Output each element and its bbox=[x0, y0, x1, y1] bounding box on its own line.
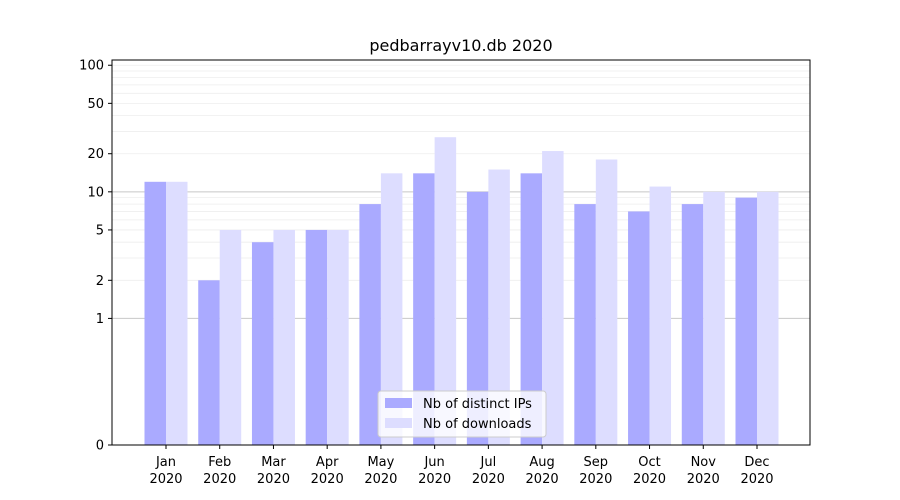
bar-distinct-ips bbox=[574, 204, 596, 445]
y-tick-label: 1 bbox=[96, 312, 104, 327]
x-tick-label-month: Feb bbox=[208, 455, 231, 470]
bar-downloads bbox=[542, 151, 564, 445]
plot-frame bbox=[111, 59, 811, 446]
x-tick-label-year: 2020 bbox=[364, 472, 397, 487]
bar-distinct-ips bbox=[735, 197, 757, 445]
x-tick-label-month: Aug bbox=[529, 455, 554, 470]
legend-swatch bbox=[385, 418, 412, 428]
bar-downloads bbox=[327, 229, 349, 445]
bar-distinct-ips bbox=[628, 211, 650, 445]
bar-distinct-ips bbox=[305, 229, 328, 445]
legend-box bbox=[377, 390, 547, 438]
x-tick-label-month: Jun bbox=[423, 455, 444, 470]
x-tick-label-month: Nov bbox=[691, 455, 717, 470]
y-tick-label: 20 bbox=[87, 147, 104, 162]
bar-downloads bbox=[595, 159, 618, 445]
y-tick-label: 2 bbox=[96, 274, 104, 289]
x-axis: Jan 2020 Feb 2020 Mar 2020 Apr 2020 May 2020 Jun 20… bbox=[149, 445, 774, 487]
bar-downloads bbox=[166, 181, 188, 445]
x-tick-label-year: 2020 bbox=[257, 472, 290, 487]
x-tick-label-month: Oct bbox=[638, 455, 660, 470]
bar-distinct-ips bbox=[251, 242, 274, 445]
x-tick-label-year: 2020 bbox=[633, 472, 666, 487]
bar-downloads bbox=[757, 191, 779, 445]
x-tick-label-month: Dec bbox=[744, 455, 769, 470]
bar-downloads bbox=[380, 173, 403, 445]
bar-distinct-ips bbox=[198, 280, 220, 445]
y-tick-label: 5 bbox=[96, 223, 104, 238]
x-tick-label-month: Jul bbox=[480, 455, 497, 470]
x-tick-label-month: Sep bbox=[584, 455, 609, 470]
x-tick-label-year: 2020 bbox=[740, 472, 773, 487]
grid-lines bbox=[112, 64, 810, 319]
bar-distinct-ips bbox=[413, 173, 435, 445]
bar-distinct-ips bbox=[681, 204, 704, 445]
chart-title: pedbarrayv10.db 2020 bbox=[369, 36, 552, 55]
bar-downloads bbox=[488, 169, 510, 445]
x-tick-label-month: Jan bbox=[155, 455, 176, 470]
y-tick-label: 0 bbox=[96, 439, 104, 454]
bar-downloads bbox=[219, 229, 242, 445]
bar-downloads bbox=[434, 137, 457, 446]
bar-distinct-ips bbox=[144, 181, 166, 445]
x-tick-label-month: Mar bbox=[261, 455, 286, 470]
y-tick-label: 50 bbox=[87, 97, 104, 112]
y-tick-label: 10 bbox=[87, 185, 104, 200]
bar-distinct-ips bbox=[359, 204, 381, 445]
legend-swatch bbox=[385, 398, 412, 408]
x-tick-label-year: 2020 bbox=[203, 472, 236, 487]
legend-label: Nb of distinct IPs bbox=[423, 397, 532, 412]
y-tick-label: 100 bbox=[79, 59, 104, 74]
legend-label: Nb of downloads bbox=[423, 417, 532, 432]
x-tick-label-month: May bbox=[367, 455, 394, 470]
bar-downloads bbox=[649, 186, 672, 446]
x-tick-label-year: 2020 bbox=[526, 472, 559, 487]
x-tick-label-year: 2020 bbox=[149, 472, 182, 487]
bar-distinct-ips bbox=[520, 173, 543, 445]
x-tick-label-month: Apr bbox=[316, 455, 339, 470]
bar-downloads bbox=[703, 191, 725, 445]
bar-downloads bbox=[273, 229, 295, 445]
x-tick-label-year: 2020 bbox=[418, 472, 451, 487]
legend: Nb of distinct IPs Nb of downloads bbox=[377, 390, 547, 438]
bars bbox=[144, 137, 779, 446]
x-tick-label-year: 2020 bbox=[472, 472, 505, 487]
x-tick-label-year: 2020 bbox=[687, 472, 720, 487]
x-tick-label-year: 2020 bbox=[579, 472, 612, 487]
bar-distinct-ips bbox=[466, 191, 489, 445]
y-axis: 0 1 2 5 10 20 50 100 bbox=[79, 59, 112, 454]
x-tick-label-year: 2020 bbox=[311, 472, 344, 487]
